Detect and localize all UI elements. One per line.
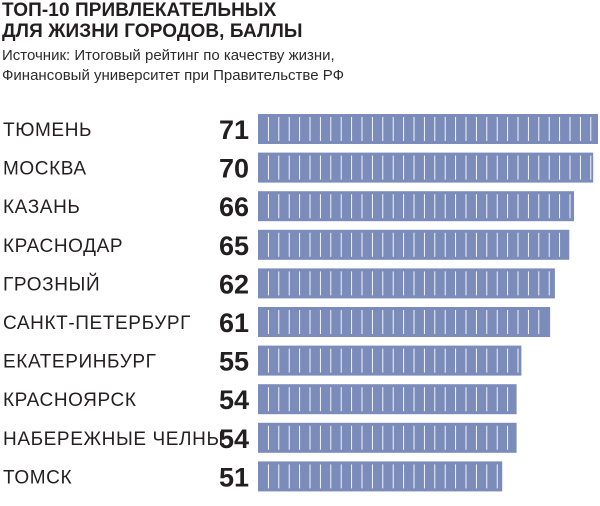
chart-source: Источник: Итоговый рейтинг по качеству ж… xyxy=(2,46,598,86)
bar xyxy=(258,114,598,144)
category-label: НАБЕРЕЖНЫЕ ЧЕЛНЫ xyxy=(3,429,224,450)
source-line-1: Источник: Итоговый рейтинг по качеству ж… xyxy=(2,47,335,64)
bar xyxy=(258,461,503,492)
value-label: 71 xyxy=(219,115,249,145)
bar-chart: ТЮМЕНЬ 71 МОСКВА 70 КАЗАНЬ 66 КРАСНОДАР 65 ГРОЗН… xyxy=(3,114,598,492)
title-line-2: ДЛЯ ЖИЗНИ ГОРОДОВ, БАЛЛЫ xyxy=(2,21,303,42)
category-label: КАЗАНЬ xyxy=(3,197,80,218)
value-label: 65 xyxy=(219,231,249,261)
category-label: МОСКВА xyxy=(3,159,87,180)
value-label: 62 xyxy=(219,269,249,299)
bar xyxy=(258,152,594,183)
value-label: 66 xyxy=(219,192,249,222)
category-label: ТЮМЕНЬ xyxy=(3,120,92,141)
category-label: КРАСНОЯРСК xyxy=(3,390,137,411)
bar xyxy=(258,384,517,415)
bar xyxy=(258,191,575,222)
bar-row: ЕКАТЕРИНБУРГ 55 xyxy=(3,345,522,377)
bar xyxy=(258,422,517,453)
bar xyxy=(258,307,551,337)
value-label: 51 xyxy=(219,462,249,492)
category-label: КРАСНОДАР xyxy=(3,236,123,257)
bar-row: ТОМСК 51 xyxy=(3,461,503,492)
category-label: ЕКАТЕРИНБУРГ xyxy=(3,352,157,373)
value-label: 54 xyxy=(219,385,249,415)
bar xyxy=(258,268,555,299)
category-label: САНКТ-ПЕТЕРБУРГ xyxy=(3,313,191,334)
chart-title: ТОП-10 ПРИВЛЕКАТЕЛЬНЫХ ДЛЯ ЖИЗНИ ГОРОДОВ… xyxy=(2,0,598,42)
value-label: 61 xyxy=(219,308,249,338)
category-label: ГРОЗНЫЙ xyxy=(3,273,100,295)
value-label: 54 xyxy=(219,424,249,454)
bar-row: МОСКВА 70 xyxy=(3,152,594,184)
bar xyxy=(258,345,522,376)
value-label: 70 xyxy=(219,154,249,184)
value-label: 55 xyxy=(219,347,249,377)
bar-row: ТЮМЕНЬ 71 xyxy=(3,114,598,145)
source-line-2: Финансовый университет при Правительстве… xyxy=(2,67,344,84)
bar-row: КРАСНОЯРСК 54 xyxy=(3,384,517,415)
title-line-1: ТОП-10 ПРИВЛЕКАТЕЛЬНЫХ xyxy=(2,0,277,21)
bar-row: ГРОЗНЫЙ 62 xyxy=(3,268,555,299)
chart-header: ТОП-10 ПРИВЛЕКАТЕЛЬНЫХ ДЛЯ ЖИЗНИ ГОРОДОВ… xyxy=(2,0,598,86)
category-label: ТОМСК xyxy=(3,467,72,488)
bar-row: САНКТ-ПЕТЕРБУРГ 61 xyxy=(3,307,551,338)
bar-row: КРАСНОДАР 65 xyxy=(3,229,570,261)
bar-row: КАЗАНЬ 66 xyxy=(3,191,575,222)
